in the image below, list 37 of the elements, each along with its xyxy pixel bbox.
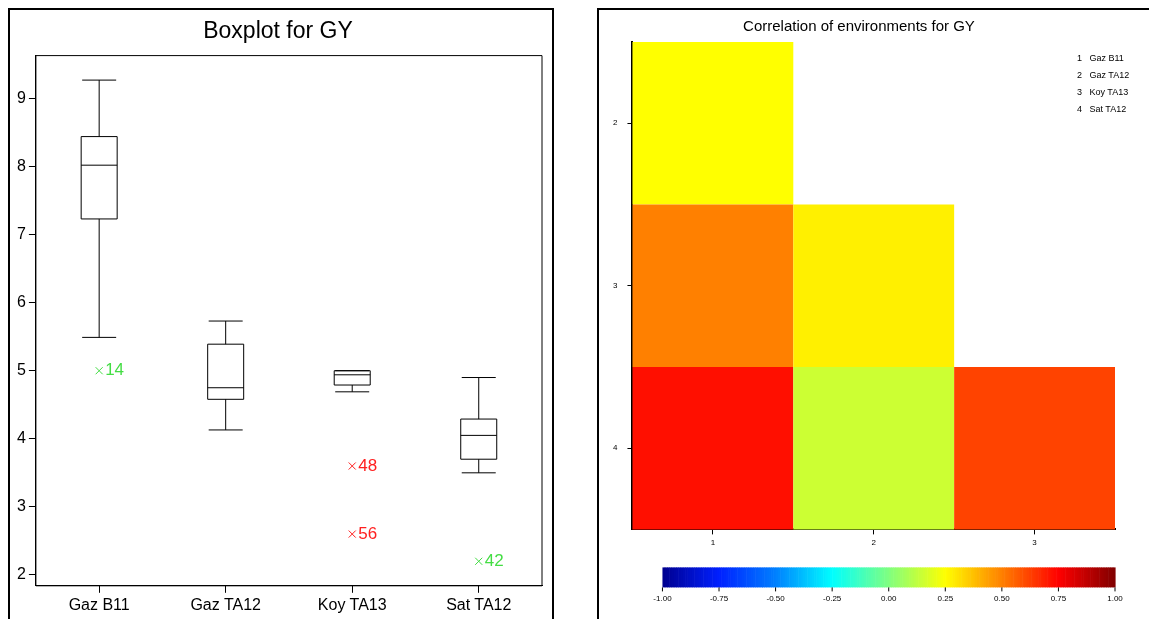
color-bar-label: -1.00 [653,593,673,603]
color-bar-label: 0.75 [1050,593,1067,603]
color-bar-label: 0.00 [880,593,898,603]
x-tick-label: 2 [871,538,877,548]
annotation: 48 [358,455,378,475]
chart-title: Correlation of environments for GY [743,17,975,35]
color-bar-label: -0.50 [766,593,786,603]
y-tick-label: 2 [16,565,26,583]
y-tick-label: 6 [16,293,26,311]
x-tick-label: Gaz B11 [68,595,130,613]
y-tick-label: 4 [613,443,618,453]
x-tick-label: 3 [1032,538,1038,548]
y-tick-label: 2 [613,118,618,128]
x-tick-label: Koy TA13 [317,595,387,613]
annotation: 2 Gaz TA12 [1077,70,1130,81]
color-bar-label: -0.25 [823,593,842,603]
y-tick-label: 3 [16,497,26,515]
color-bar-label: -0.75 [709,593,729,603]
annotation: 4 Sat TA12 [1077,104,1127,115]
y-tick-label: 9 [16,88,26,106]
y-tick-label: 5 [16,361,26,379]
y-tick-label: 7 [16,225,26,243]
annotation: 14 [105,360,125,380]
color-bar-label: 1.00 [1107,593,1124,603]
color-bar-label: 0.50 [994,593,1011,603]
y-tick-label: 3 [613,280,618,290]
x-tick-label: 1 [710,538,716,548]
annotation: 1 Gaz B11 [1077,53,1124,64]
annotation: 3 Koy TA13 [1077,87,1129,98]
x-tick-label: Gaz TA12 [190,595,262,613]
annotation: 56 [358,523,378,543]
chart-title: Boxplot for GY [203,17,353,44]
annotation: 42 [484,550,504,570]
y-tick-label: 8 [16,156,26,174]
color-bar-label: 0.25 [937,593,954,603]
x-tick-label: Sat TA12 [446,595,512,613]
y-tick-label: 4 [16,429,26,447]
